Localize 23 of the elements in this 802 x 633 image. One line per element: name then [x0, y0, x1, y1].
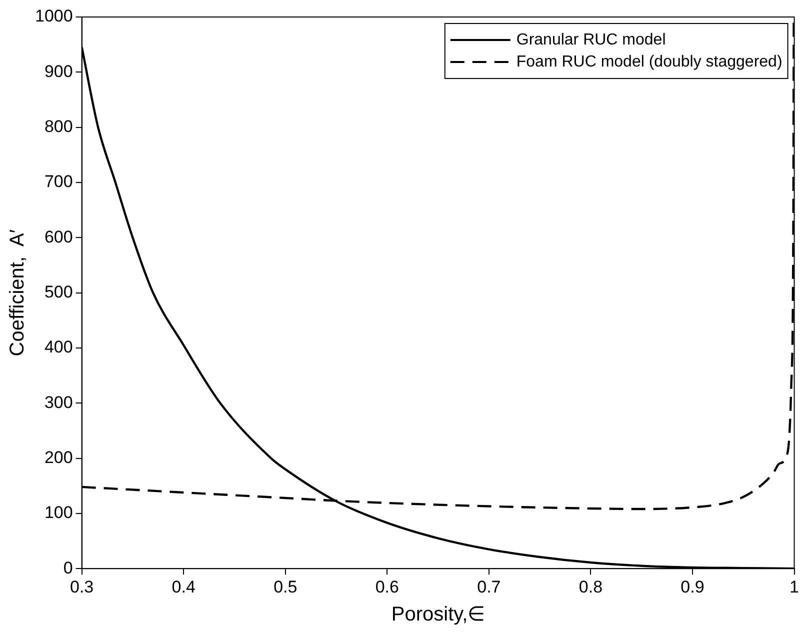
- legend-label: Granular RUC model: [516, 31, 666, 48]
- y-axis-title: Coefficient, A′: [6, 229, 29, 356]
- y-tick-label: 1000: [34, 6, 73, 26]
- y-tick-label: 600: [44, 227, 73, 246]
- y-tick-label: 500: [44, 282, 73, 302]
- x-tick-label: 0.8: [578, 577, 603, 596]
- y-tick-label: 100: [44, 503, 73, 522]
- x-tick-label: 0.4: [172, 577, 196, 596]
- legend-label: Foam RUC model (doubly staggered): [516, 53, 782, 70]
- y-tick-label: 400: [44, 338, 73, 357]
- y-tick-label: 0: [63, 558, 73, 578]
- x-tick-label: 0.6: [375, 577, 399, 596]
- x-tick-label: 0.5: [274, 577, 298, 596]
- y-tick-label: 800: [44, 117, 73, 136]
- x-tick-label: 1: [790, 577, 800, 596]
- y-tick-label: 200: [44, 448, 73, 467]
- x-tick-label: 0.9: [680, 577, 704, 596]
- x-tick-label: 0.7: [477, 577, 501, 596]
- x-tick-label: 0.3: [70, 577, 94, 596]
- y-tick-label: 900: [44, 62, 73, 81]
- y-tick-label: 700: [44, 172, 73, 192]
- y-tick-label: 300: [44, 392, 73, 412]
- x-axis-title: Porosity,∈: [391, 604, 485, 626]
